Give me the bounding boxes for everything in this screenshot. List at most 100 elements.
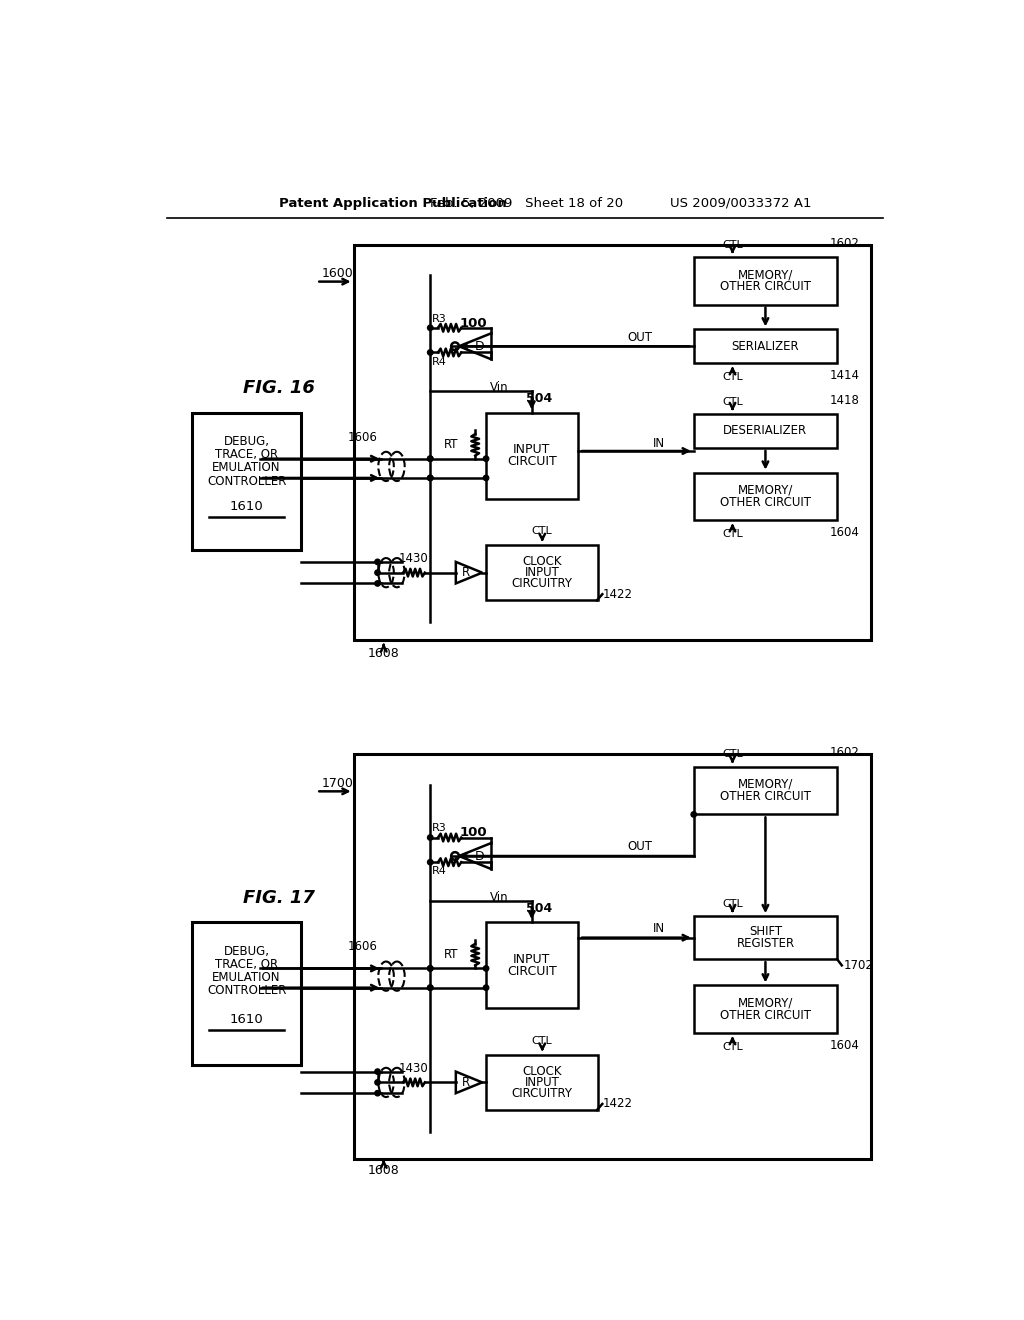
Text: CTL: CTL bbox=[722, 899, 742, 908]
Circle shape bbox=[428, 455, 433, 462]
Text: CTL: CTL bbox=[722, 750, 742, 759]
Text: OTHER CIRCUIT: OTHER CIRCUIT bbox=[720, 280, 811, 293]
Text: 1604: 1604 bbox=[829, 1039, 859, 1052]
Text: CTL: CTL bbox=[531, 527, 553, 536]
Text: MEMORY/: MEMORY/ bbox=[737, 483, 794, 496]
Text: 100: 100 bbox=[460, 317, 487, 330]
Bar bbox=[486, 412, 578, 499]
Text: REGISTER: REGISTER bbox=[736, 937, 795, 950]
Text: 1702: 1702 bbox=[844, 958, 873, 972]
Bar bbox=[353, 244, 871, 640]
Text: 1604: 1604 bbox=[829, 527, 859, 539]
Text: OUT: OUT bbox=[627, 330, 652, 343]
Text: CTL: CTL bbox=[722, 529, 742, 539]
Text: D: D bbox=[474, 850, 484, 862]
Text: CONTROLLER: CONTROLLER bbox=[207, 985, 287, 998]
Text: MEMORY/: MEMORY/ bbox=[737, 777, 794, 791]
Circle shape bbox=[428, 985, 433, 990]
Circle shape bbox=[483, 475, 488, 480]
Text: R: R bbox=[462, 1076, 470, 1089]
Circle shape bbox=[452, 342, 459, 350]
Text: 1602: 1602 bbox=[829, 236, 859, 249]
Text: INPUT: INPUT bbox=[524, 566, 560, 579]
Text: INPUT: INPUT bbox=[513, 444, 551, 455]
Circle shape bbox=[428, 985, 433, 990]
Polygon shape bbox=[459, 843, 492, 869]
Text: 1600: 1600 bbox=[322, 268, 353, 280]
Text: SHIFT: SHIFT bbox=[749, 925, 782, 939]
Text: CTL: CTL bbox=[722, 397, 742, 407]
Circle shape bbox=[483, 455, 488, 462]
Polygon shape bbox=[456, 562, 482, 583]
Text: TRACE, OR: TRACE, OR bbox=[215, 449, 279, 462]
Text: Feb. 5, 2009   Sheet 18 of 20: Feb. 5, 2009 Sheet 18 of 20 bbox=[430, 197, 624, 210]
Circle shape bbox=[375, 1069, 380, 1074]
Text: 1610: 1610 bbox=[229, 1012, 263, 1026]
Circle shape bbox=[483, 966, 488, 972]
Text: US 2009/0033372 A1: US 2009/0033372 A1 bbox=[671, 197, 812, 210]
Text: IN: IN bbox=[653, 437, 665, 450]
Bar bbox=[693, 257, 838, 305]
Text: CIRCUITRY: CIRCUITRY bbox=[512, 577, 572, 590]
Text: OTHER CIRCUIT: OTHER CIRCUIT bbox=[720, 1008, 811, 1022]
Text: R3: R3 bbox=[432, 314, 446, 323]
Text: Patent Application Publication: Patent Application Publication bbox=[280, 197, 507, 210]
Text: OTHER CIRCUIT: OTHER CIRCUIT bbox=[720, 791, 811, 804]
Text: 1418: 1418 bbox=[829, 393, 859, 407]
Text: R4: R4 bbox=[432, 356, 446, 367]
Bar bbox=[353, 755, 871, 1159]
Text: CIRCUIT: CIRCUIT bbox=[507, 965, 557, 978]
Bar bbox=[486, 1055, 598, 1110]
Bar bbox=[693, 985, 838, 1034]
Circle shape bbox=[428, 966, 433, 972]
Circle shape bbox=[428, 350, 433, 355]
Text: CTL: CTL bbox=[531, 1036, 553, 1045]
Text: 1422: 1422 bbox=[602, 1097, 632, 1110]
Text: CIRCUIT: CIRCUIT bbox=[507, 455, 557, 469]
Bar bbox=[693, 473, 838, 520]
Bar bbox=[693, 916, 838, 960]
Text: INPUT: INPUT bbox=[524, 1076, 560, 1089]
Text: R4: R4 bbox=[432, 866, 446, 876]
Bar bbox=[193, 923, 301, 1065]
Bar bbox=[693, 414, 838, 447]
Circle shape bbox=[428, 455, 433, 462]
Circle shape bbox=[452, 853, 459, 859]
Text: CLOCK: CLOCK bbox=[522, 1065, 562, 1078]
Circle shape bbox=[428, 834, 433, 841]
Text: CTL: CTL bbox=[722, 1041, 742, 1052]
Text: DEBUG,: DEBUG, bbox=[223, 436, 269, 449]
Text: 1700: 1700 bbox=[322, 777, 353, 791]
Text: 504: 504 bbox=[526, 902, 553, 915]
Text: EMULATION: EMULATION bbox=[212, 972, 281, 985]
Circle shape bbox=[375, 560, 380, 565]
Polygon shape bbox=[459, 333, 492, 359]
Circle shape bbox=[375, 570, 380, 576]
Text: RT: RT bbox=[443, 948, 458, 961]
Text: CLOCK: CLOCK bbox=[522, 556, 562, 569]
Text: Vin: Vin bbox=[489, 891, 509, 904]
Text: R3: R3 bbox=[432, 824, 446, 833]
Text: 1608: 1608 bbox=[368, 1164, 399, 1176]
Circle shape bbox=[428, 475, 433, 480]
Text: CTL: CTL bbox=[722, 372, 742, 381]
Bar bbox=[486, 545, 598, 601]
Text: 1606: 1606 bbox=[348, 430, 378, 444]
Bar bbox=[693, 330, 838, 363]
Text: 1608: 1608 bbox=[368, 647, 399, 660]
Text: CONTROLLER: CONTROLLER bbox=[207, 474, 287, 487]
Circle shape bbox=[375, 1090, 380, 1096]
Text: 1430: 1430 bbox=[399, 1063, 429, 1074]
Circle shape bbox=[375, 1080, 380, 1085]
Text: 100: 100 bbox=[460, 826, 487, 840]
Text: Vin: Vin bbox=[489, 381, 509, 395]
Text: MEMORY/: MEMORY/ bbox=[737, 268, 794, 281]
Text: 1602: 1602 bbox=[829, 746, 859, 759]
Circle shape bbox=[428, 325, 433, 330]
Text: 1610: 1610 bbox=[229, 500, 263, 513]
Text: DEBUG,: DEBUG, bbox=[223, 945, 269, 958]
Circle shape bbox=[428, 966, 433, 972]
Text: SERIALIZER: SERIALIZER bbox=[731, 339, 800, 352]
Circle shape bbox=[483, 985, 488, 990]
Text: MEMORY/: MEMORY/ bbox=[737, 997, 794, 1010]
